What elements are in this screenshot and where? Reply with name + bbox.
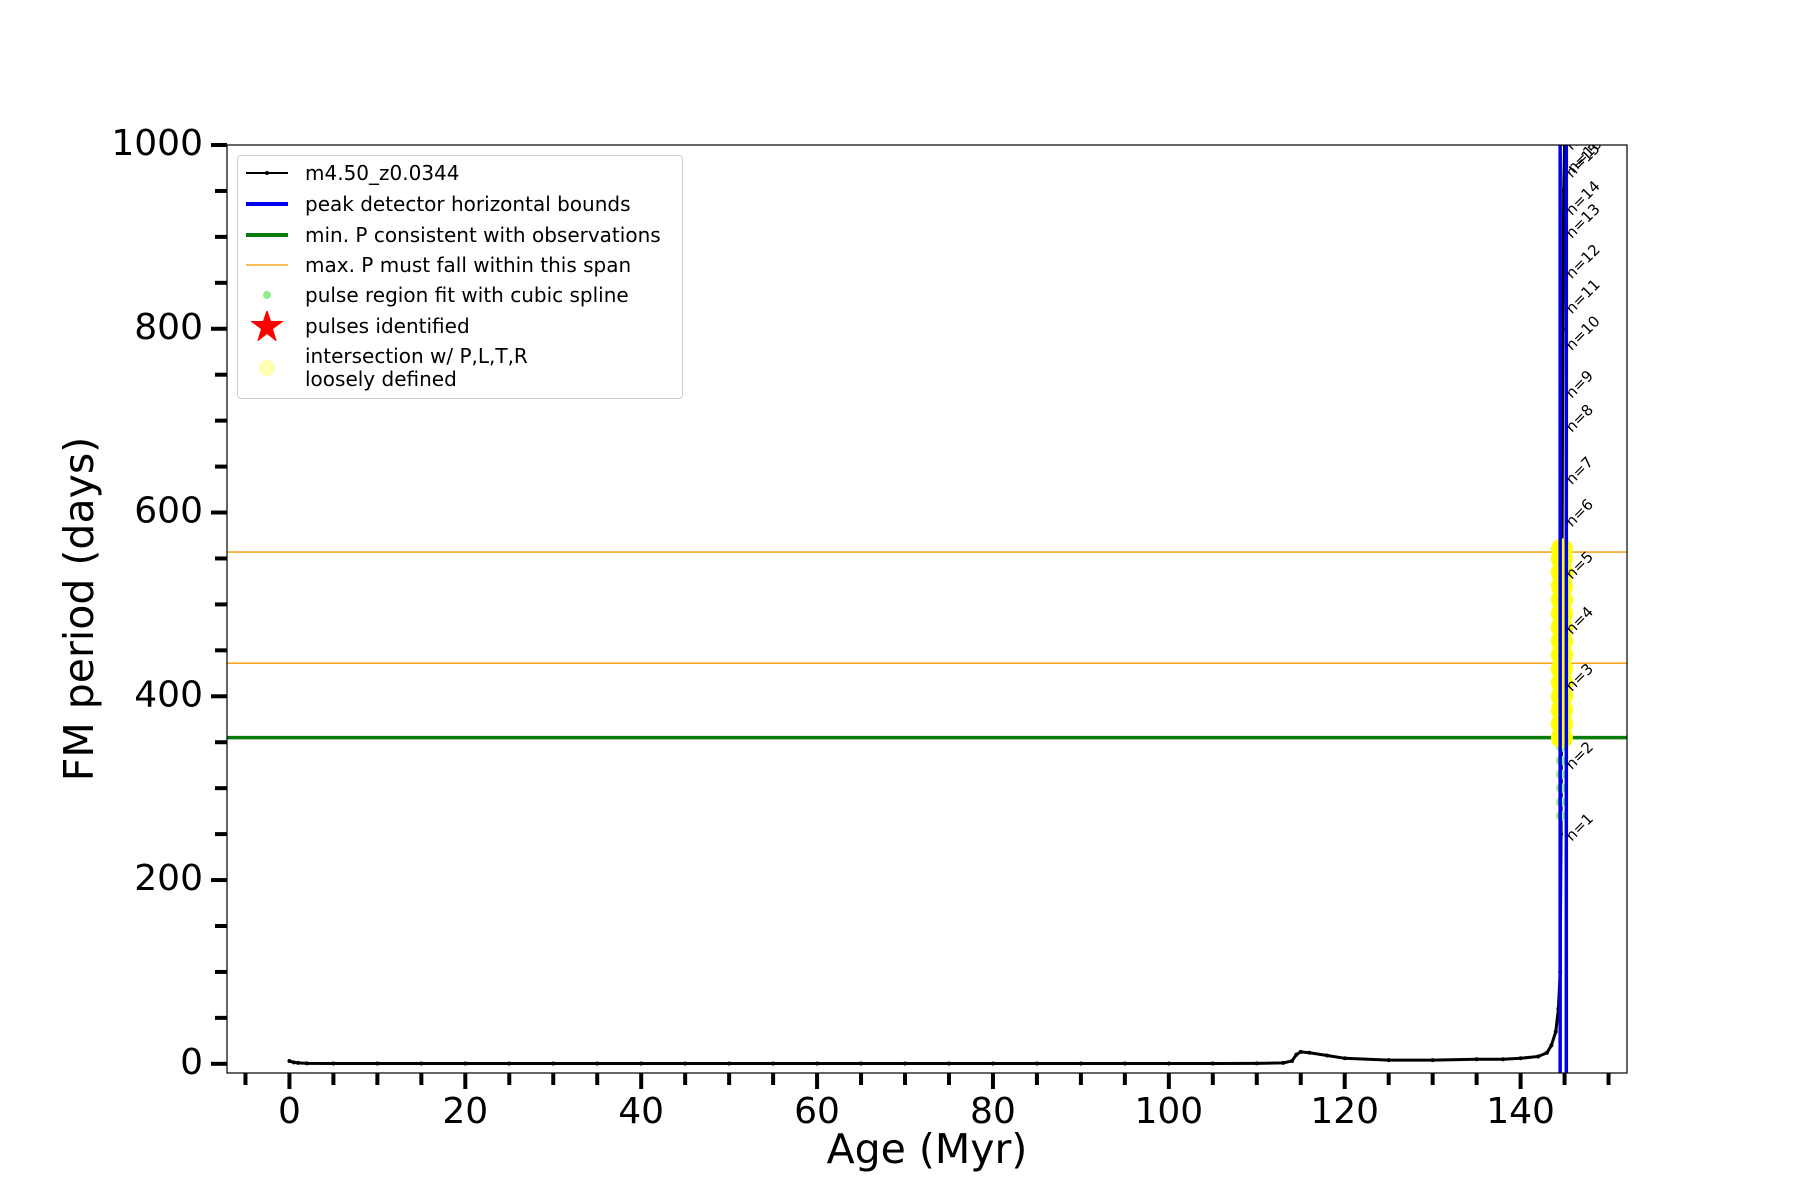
y-tick-label: 600 bbox=[134, 491, 203, 532]
data-point bbox=[1536, 1054, 1541, 1059]
y-tick-label: 0 bbox=[180, 1042, 203, 1083]
y-tick-label: 200 bbox=[134, 858, 203, 899]
x-tick-label: 0 bbox=[278, 1091, 301, 1132]
data-point bbox=[1307, 1050, 1312, 1055]
legend-label: pulses identified bbox=[305, 313, 470, 338]
data-point bbox=[1166, 1061, 1171, 1066]
data-point bbox=[1298, 1049, 1303, 1054]
data-point bbox=[463, 1061, 468, 1066]
legend-swatch bbox=[259, 360, 275, 376]
data-point bbox=[1501, 1057, 1506, 1062]
legend-icon bbox=[246, 264, 288, 266]
data-point bbox=[296, 1060, 301, 1065]
data-point bbox=[291, 1060, 296, 1065]
legend-label: m4.50_z0.0344 bbox=[305, 160, 460, 185]
y-tick-label: 800 bbox=[134, 307, 203, 348]
data-point bbox=[771, 1061, 776, 1066]
legend-icon bbox=[263, 291, 271, 299]
legend-icon bbox=[250, 311, 284, 341]
legend-label: peak detector horizontal bounds bbox=[305, 191, 631, 216]
intersection-point bbox=[1550, 538, 1573, 561]
legend-entry: intersection w/ P,L,T,R loosely defined bbox=[238, 345, 682, 391]
legend-icon bbox=[246, 171, 288, 175]
y-tick-label: 400 bbox=[134, 674, 203, 715]
data-point bbox=[551, 1061, 556, 1066]
data-point bbox=[1549, 1043, 1554, 1048]
x-tick-label: 20 bbox=[442, 1091, 488, 1132]
data-point bbox=[727, 1061, 732, 1066]
data-point bbox=[946, 1061, 951, 1066]
data-point bbox=[1553, 1029, 1558, 1034]
data-point bbox=[305, 1061, 310, 1066]
pulse-label: n=12 bbox=[1562, 241, 1604, 283]
data-point bbox=[1122, 1061, 1127, 1066]
data-point bbox=[1430, 1058, 1435, 1063]
legend-label: intersection w/ P,L,T,R loosely defined bbox=[305, 344, 528, 391]
legend-icon bbox=[246, 233, 288, 237]
data-point bbox=[1325, 1053, 1330, 1058]
data-point bbox=[1078, 1061, 1083, 1066]
legend-entry: peak detector horizontal bounds bbox=[238, 189, 682, 219]
pulse-label: n=10 bbox=[1562, 312, 1604, 354]
legend-entry: pulses identified bbox=[238, 311, 682, 341]
data-point bbox=[1294, 1052, 1299, 1057]
data-point bbox=[683, 1061, 688, 1066]
x-tick-label: 60 bbox=[794, 1091, 840, 1132]
x-axis-label: Age (Myr) bbox=[827, 1125, 1028, 1173]
legend-icon bbox=[246, 202, 288, 206]
data-point bbox=[419, 1061, 424, 1066]
data-point bbox=[1210, 1061, 1215, 1066]
data-point bbox=[1544, 1050, 1549, 1055]
x-tick-label: 100 bbox=[1134, 1091, 1203, 1132]
legend-label: max. P must fall within this span bbox=[305, 252, 632, 277]
legend-swatch bbox=[265, 171, 269, 175]
data-point bbox=[1281, 1060, 1286, 1065]
axes-frame bbox=[226, 144, 1628, 1074]
data-point bbox=[990, 1061, 995, 1066]
data-point bbox=[1518, 1056, 1523, 1061]
y-tick-label: 1000 bbox=[111, 123, 203, 164]
x-tick-label: 140 bbox=[1486, 1091, 1555, 1132]
data-point bbox=[1342, 1056, 1347, 1061]
x-tick-label: 80 bbox=[970, 1091, 1016, 1132]
data-point bbox=[331, 1061, 336, 1066]
pulse-label: n=11 bbox=[1562, 275, 1604, 317]
legend-label: min. P consistent with observations bbox=[305, 222, 661, 247]
data-point bbox=[507, 1061, 512, 1066]
data-point bbox=[1474, 1057, 1479, 1062]
data-point bbox=[903, 1061, 908, 1066]
legend-label: pulse region fit with cubic spline bbox=[305, 282, 629, 307]
data-point bbox=[287, 1059, 292, 1064]
data-point bbox=[859, 1061, 864, 1066]
x-tick-label: 120 bbox=[1310, 1091, 1379, 1132]
legend-entry: m4.50_z0.0344 bbox=[238, 158, 682, 188]
legend-swatch bbox=[263, 291, 271, 299]
data-point bbox=[1034, 1061, 1039, 1066]
data-point bbox=[1254, 1061, 1259, 1066]
data-point bbox=[815, 1061, 820, 1066]
legend-entry: pulse region fit with cubic spline bbox=[238, 280, 682, 310]
y-axis-label: FM period (days) bbox=[55, 437, 103, 781]
legend-entry: max. P must fall within this span bbox=[238, 250, 682, 280]
data-point bbox=[1289, 1059, 1294, 1064]
data-point bbox=[375, 1061, 380, 1066]
data-point bbox=[639, 1061, 644, 1066]
legend-entry: min. P consistent with observations bbox=[238, 220, 682, 250]
legend-swatch bbox=[250, 311, 284, 341]
x-tick-label: 40 bbox=[618, 1091, 664, 1132]
legend-icon bbox=[259, 360, 275, 376]
data-point bbox=[595, 1061, 600, 1066]
data-point bbox=[1386, 1058, 1391, 1063]
